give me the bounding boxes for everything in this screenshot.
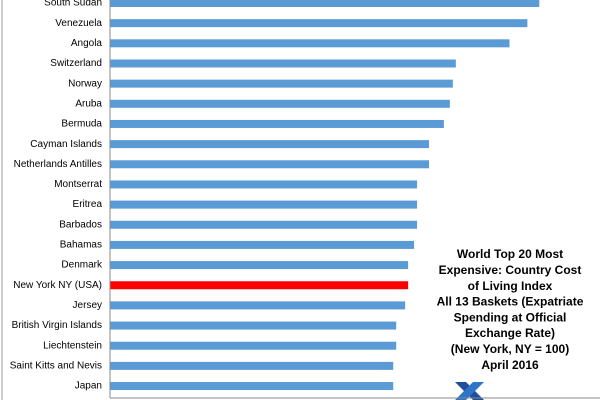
y-tick-label: South Sudan: [44, 0, 102, 9]
y-tick-label: Liechtenstein: [43, 340, 102, 351]
chart-title: April 2016: [481, 358, 539, 372]
bar: [110, 0, 540, 7]
logo: [455, 382, 484, 400]
bar: [110, 59, 456, 68]
bar: [110, 220, 418, 229]
y-tick-label: Bermuda: [61, 119, 102, 130]
y-tick-label: New York NY (USA): [13, 280, 102, 291]
bar: [110, 281, 409, 290]
y-tick-label: Japan: [75, 381, 102, 392]
y-tick-label: Jersey: [73, 300, 102, 311]
bar: [110, 79, 453, 88]
y-tick-label: British Virgin Islands: [12, 320, 102, 331]
chart-title: Spending at Official: [454, 310, 567, 324]
bar: [110, 19, 528, 28]
chart-title: All 13 Baskets (Expatriate: [437, 295, 584, 309]
bar: [110, 160, 429, 169]
chart-title: World Top 20 Most: [457, 247, 563, 261]
bar: [110, 180, 418, 189]
bar: [110, 99, 450, 108]
bar: [110, 321, 397, 330]
bar: [110, 119, 444, 128]
y-tick-label: Norway: [68, 78, 102, 89]
y-tick-label: Denmark: [61, 260, 103, 271]
bar: [110, 341, 397, 350]
y-tick-label: Aruba: [75, 98, 102, 109]
bar: [110, 301, 406, 310]
bar: [110, 140, 429, 149]
bar: [110, 261, 409, 270]
bar: [110, 39, 510, 48]
chart-title: (New York, NY = 100): [451, 342, 569, 356]
y-tick-label: Angola: [71, 38, 103, 49]
y-tick-label: Saint Kitts and Nevis: [10, 361, 102, 372]
y-tick-label: Eritrea: [73, 199, 103, 210]
y-tick-label: Switzerland: [50, 58, 102, 69]
bar: [110, 240, 415, 249]
chart-title: Exchange Rate): [465, 326, 555, 340]
chart-title: Expensive: Country Cost: [439, 263, 582, 277]
y-tick-label: Barbados: [59, 219, 102, 230]
y-tick-label: Venezuela: [55, 18, 102, 29]
bar: [110, 361, 394, 370]
y-tick-label: Montserrat: [54, 179, 102, 190]
y-tick-label: Netherlands Antilles: [14, 159, 102, 170]
chart-title: of Living Index: [468, 279, 553, 293]
y-tick-label: Cayman Islands: [30, 139, 102, 150]
bar: [110, 382, 394, 391]
bar: [110, 200, 418, 209]
y-tick-label: Bahamas: [60, 240, 102, 251]
